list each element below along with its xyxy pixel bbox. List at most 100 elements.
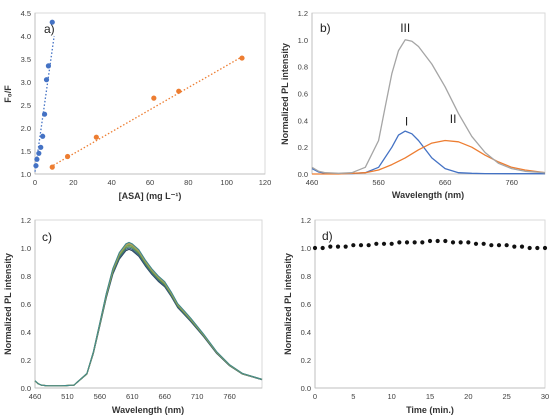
y-tick-label: 0.2 (21, 356, 31, 365)
chart-panel-3: 460 510 560 610 660 710 760 0.0 0.2 0.4 0.6 0.8 1.0 1… (3, 216, 263, 415)
data-point (466, 240, 471, 245)
data-point (351, 243, 356, 248)
data-point (34, 156, 40, 162)
data-point (542, 245, 548, 251)
data-point (381, 241, 387, 246)
data-point (49, 164, 55, 170)
panel-label: b) (320, 21, 331, 35)
data-point (43, 77, 50, 83)
data-point (151, 95, 157, 101)
x-axis-label: [ASA] (mg L⁻¹) (119, 191, 182, 201)
x-tick-label: 60 (146, 178, 154, 187)
data-point (374, 241, 379, 246)
data-point (358, 243, 364, 248)
data-point (176, 88, 182, 94)
peak-label: III (400, 21, 410, 35)
series-line (312, 139, 546, 175)
x-tick-label: 10 (387, 392, 395, 401)
x-tick-label: 610 (126, 392, 139, 401)
x-axis-label: Wavelength (nm) (112, 405, 184, 415)
data-point (473, 241, 479, 246)
data-point (366, 243, 371, 248)
data-point (435, 238, 440, 244)
x-tick-label: 0 (313, 392, 317, 401)
y-tick-label: 1.2 (298, 9, 308, 18)
data-point (335, 244, 341, 249)
y-tick-label: 0.8 (21, 272, 31, 281)
y-tick-label: 0.2 (301, 356, 311, 365)
y-axis-label: F₀/F (3, 85, 13, 103)
data-point (49, 19, 55, 25)
data-point (64, 153, 71, 160)
y-tick-label: 0.0 (301, 384, 311, 393)
y-tick-label: 0.6 (298, 90, 308, 99)
y-tick-label: 0.4 (298, 116, 308, 125)
data-point (412, 240, 417, 245)
panel-label: d) (322, 229, 333, 243)
y-tick-label: 2.5 (21, 101, 31, 110)
data-point (40, 133, 46, 139)
y-tick-label: 0.8 (301, 272, 311, 281)
y-tick-label: 3.0 (21, 78, 31, 87)
x-tick-label: 20 (464, 392, 472, 401)
y-tick-label: 4.5 (21, 9, 31, 18)
data-point (404, 240, 410, 245)
data-point (535, 245, 540, 251)
chart-panel-4: 0 5 10 15 20 25 30 0.0 0.2 0.4 0.6 0.8 1.0 1.2 Time (m… (283, 216, 549, 415)
plot-frame (34, 12, 266, 175)
data-point (239, 55, 245, 61)
data-point (443, 238, 448, 244)
y-tick-label: 4.0 (21, 32, 31, 41)
panel-label: c) (42, 230, 52, 244)
data-point (389, 241, 394, 246)
y-axis-label: Normalized PL intensity (3, 253, 13, 355)
y-tick-label: 1.2 (301, 216, 311, 225)
y-tick-label: 0.0 (298, 170, 308, 179)
x-tick-label: 100 (220, 178, 233, 187)
x-tick-label: 30 (541, 392, 549, 401)
plot-frame (314, 219, 546, 389)
x-tick-label: 15 (426, 392, 434, 401)
data-point (527, 245, 532, 251)
data-point (450, 240, 456, 245)
x-tick-label: 25 (502, 392, 510, 401)
plot-frame (311, 12, 546, 175)
y-tick-label: 1.5 (21, 147, 31, 156)
y-tick-label: 1.0 (21, 244, 31, 253)
data-point (93, 134, 99, 140)
x-tick-label: 0 (33, 178, 37, 187)
x-tick-label: 80 (184, 178, 192, 187)
x-tick-label: 120 (259, 178, 272, 187)
x-axis-label: Time (min.) (406, 405, 454, 415)
chart-panel-2: 460 560 660 760 0.0 0.2 0.4 0.6 0.8 1.0 1.2 Wavelen… (280, 9, 546, 200)
chart-panel-1: 0 20 40 60 80 100 120 1.0 1.5 2.0 2.5 3.0 3.5 4.0 4.5 [… (3, 9, 271, 201)
series-line (34, 241, 263, 387)
series-line (311, 39, 546, 174)
data-point (420, 240, 425, 245)
x-tick-label: 5 (351, 392, 355, 401)
y-tick-label: 1.0 (301, 244, 311, 253)
data-point (33, 163, 39, 169)
x-tick-label: 560 (372, 178, 385, 187)
trend-line (50, 56, 243, 168)
x-tick-label: 460 (29, 392, 42, 401)
data-point (397, 240, 402, 245)
data-point (38, 144, 44, 150)
data-point (45, 63, 52, 69)
data-point (312, 245, 318, 251)
peak-label: I (405, 115, 408, 129)
data-point (427, 238, 433, 244)
x-tick-label: 710 (191, 392, 204, 401)
x-tick-label: 660 (439, 178, 452, 187)
data-point (320, 245, 325, 251)
y-tick-label: 1.0 (298, 36, 308, 45)
x-tick-label: 760 (223, 392, 236, 401)
y-tick-label: 0.4 (301, 328, 311, 337)
panel-label: a) (44, 22, 55, 36)
data-point (458, 240, 463, 245)
x-tick-label: 560 (94, 392, 107, 401)
y-tick-label: 3.5 (21, 55, 31, 64)
y-tick-label: 2.0 (21, 124, 31, 133)
y-tick-label: 0.4 (21, 328, 31, 337)
